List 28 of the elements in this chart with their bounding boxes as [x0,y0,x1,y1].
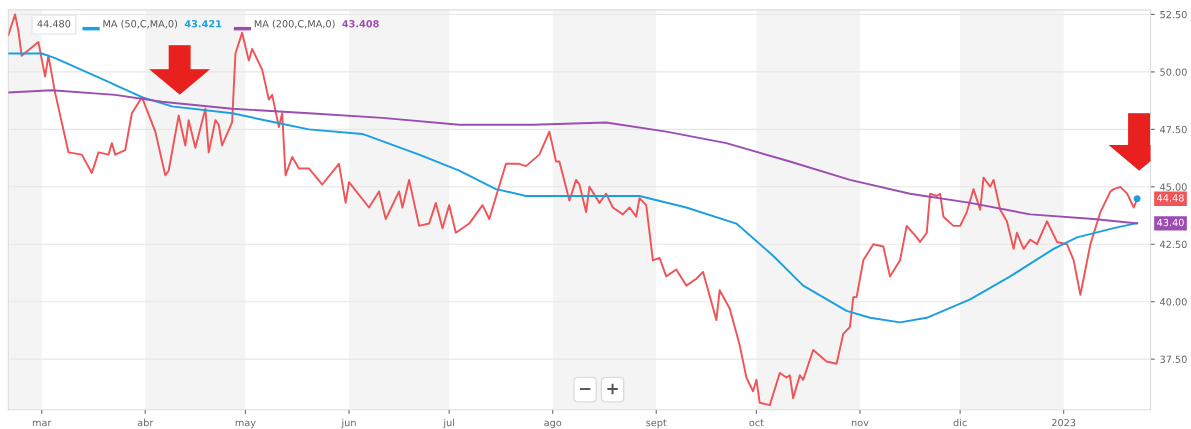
x-tick-label: jun [341,418,356,429]
x-tick-label: abr [137,418,154,427]
x-tick-label: dic [953,418,967,427]
x-tick-label: jul [443,418,455,429]
line-series [8,89,1139,225]
annotation: 44.48 [1157,194,1184,202]
x-tick-label: nov [851,420,869,427]
y-tick-label: 45.00 [1160,183,1187,191]
y-tick-label: 47.50 [1160,125,1187,134]
y-tick-label: 52.50 [1160,10,1187,19]
annotation: 43.40 [1157,218,1184,227]
annotation: + [607,383,618,395]
x-tick-label: 2023 [1052,418,1076,427]
annotation: − [579,388,591,390]
annotation: 44.480 [37,20,71,28]
legend-label: MA (50,C,MA,0) [103,19,178,29]
x-tick-label: ago [544,420,562,429]
annotation: 43.408 [342,20,379,28]
y-tick-label: 37.50 [1160,355,1187,363]
legend-label: MA (200,C,MA,0) [254,19,335,29]
y-tick-label: 42.50 [1160,240,1187,249]
x-tick-label: mar [32,420,52,427]
x-tick-label: sept [646,419,667,429]
annotation: 43.421 [184,20,222,28]
x-tick-label: may [235,420,256,429]
y-tick-label: 40.00 [1160,298,1187,306]
y-tick-label: 50.00 [1160,68,1187,76]
x-tick-label: oct [749,419,764,427]
